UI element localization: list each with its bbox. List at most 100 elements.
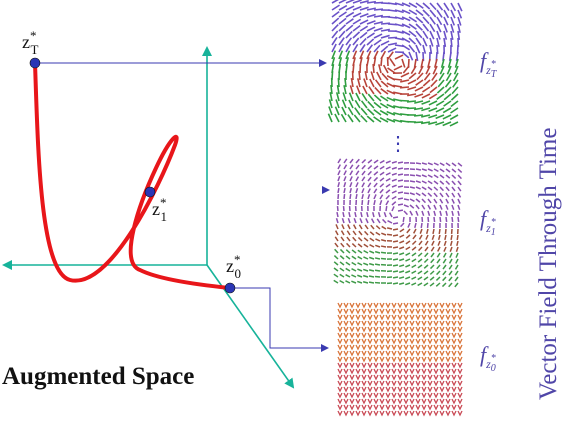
field-arrow [359, 19, 369, 25]
field-arrow [361, 398, 367, 405]
field-arrow [443, 37, 447, 48]
field-arrow [355, 356, 361, 363]
field-arrow [418, 65, 424, 75]
field-arrow [451, 392, 457, 399]
field-arrow [345, 50, 351, 60]
field-arrow [391, 172, 397, 176]
field-arrow [408, 72, 417, 80]
field-arrow [427, 180, 433, 185]
field-arrow [391, 302, 397, 309]
field-arrow [399, 234, 405, 238]
point [144, 186, 156, 198]
field-arrow [337, 320, 343, 327]
field-arrow [400, 79, 410, 83]
field-arrow [329, 92, 333, 102]
field-arrow [349, 302, 355, 309]
field-arrow [429, 276, 435, 281]
field-arrow [366, 50, 372, 60]
field-arrow [457, 386, 463, 393]
field-arrow [442, 252, 447, 258]
field-arrow [433, 192, 438, 198]
point-label: z* 1 [152, 195, 167, 224]
field-arrow [391, 350, 397, 357]
field-arrow [363, 237, 369, 242]
field-arrow [373, 199, 376, 206]
field-arrow [379, 326, 385, 333]
field-arrow [435, 107, 445, 113]
field-arrow [373, 326, 379, 333]
field-arrow [394, 54, 404, 60]
field-arrow [337, 410, 343, 417]
field-arrow [337, 164, 341, 170]
field-arrow [349, 176, 353, 182]
field-arrow [421, 107, 431, 112]
field-arrow [358, 224, 363, 230]
field-arrow [454, 264, 459, 270]
field-arrow [415, 356, 421, 363]
field-arrow [391, 392, 397, 399]
field-arrow [345, 30, 353, 39]
field-arrow [443, 30, 448, 40]
field-arrow [421, 114, 431, 118]
field-arrow [397, 173, 404, 176]
field-arrow [342, 211, 345, 218]
field-arrow [451, 374, 457, 381]
field-arrow [341, 224, 345, 230]
field-arrow [409, 302, 415, 309]
field-arrow [433, 308, 439, 315]
field-arrow [334, 248, 339, 254]
field-arrow [338, 57, 343, 67]
field-arrow [403, 374, 409, 381]
field-arrow [379, 344, 385, 351]
field-arrow [373, 404, 379, 411]
field-arrow [403, 308, 409, 315]
field-arrow [457, 350, 463, 357]
field-arrow [457, 374, 463, 381]
field-arrow [361, 320, 367, 327]
field-arrow [444, 86, 452, 95]
field-arrow [451, 410, 457, 417]
field-arrow [337, 350, 343, 357]
field-arrow [339, 267, 345, 272]
field-arrow [451, 332, 457, 339]
field-arrow [343, 164, 348, 170]
field-arrow [359, 37, 367, 46]
field-arrow [337, 404, 343, 411]
field-arrow [387, 220, 393, 224]
field-arrow [343, 193, 346, 200]
field-arrow [366, 115, 375, 123]
field-arrow [345, 43, 352, 53]
field-arrow [398, 276, 405, 280]
field-arrow [345, 261, 351, 266]
field-arrow [349, 187, 353, 194]
field-arrow [344, 77, 347, 88]
field-arrow [365, 218, 369, 224]
field-arrow [373, 320, 379, 327]
field-arrow [379, 171, 385, 176]
field-arrow [428, 121, 438, 125]
field-arrow [408, 30, 417, 38]
field-arrow [457, 23, 461, 33]
field-arrow [379, 350, 385, 357]
field-arrow [445, 392, 451, 399]
field-arrow [331, 37, 338, 46]
field-arrow [407, 222, 411, 228]
field-arrow [409, 192, 415, 196]
field-arrow [340, 236, 345, 242]
field-arrow [405, 240, 411, 245]
field-arrow [413, 121, 424, 124]
field-arrow [415, 326, 421, 333]
field-arrow [343, 187, 346, 194]
field-arrow [415, 23, 424, 31]
field-arrow [392, 78, 403, 81]
field-arrow [361, 170, 366, 176]
field-arrow [339, 255, 345, 260]
field-arrow [405, 276, 411, 280]
field-arrow [382, 218, 387, 224]
field-arrow [415, 368, 421, 375]
field-arrow [392, 222, 399, 225]
field-arrow [433, 186, 439, 191]
field-arrow [457, 174, 462, 180]
field-arrow [345, 18, 354, 25]
field-arrow [439, 332, 445, 339]
